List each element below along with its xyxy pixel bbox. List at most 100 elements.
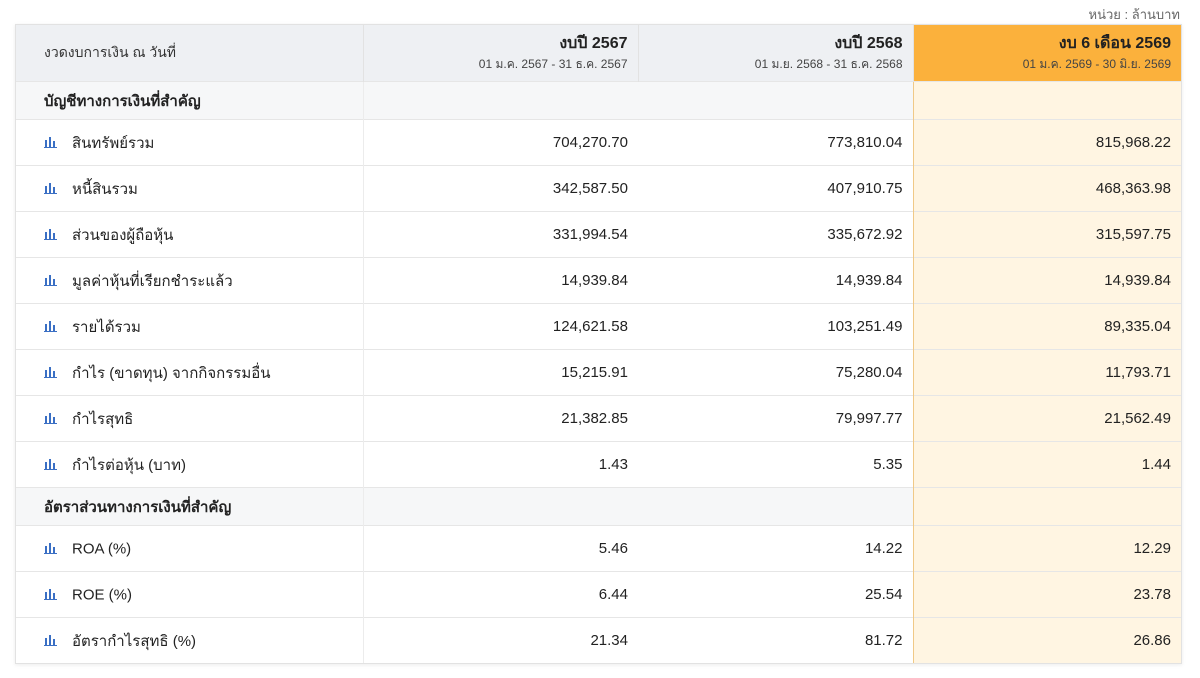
- bar-chart-icon[interactable]: [44, 457, 58, 470]
- row-label-cell: กำไรสุทธิ: [16, 395, 363, 442]
- value-cell: 21,562.49: [912, 395, 1181, 442]
- row-label-cell: อัตรากำไรสุทธิ (%): [16, 617, 363, 663]
- column-header-2567: งบปี 2567 01 ม.ค. 2567 - 31 ธ.ค. 2567: [362, 25, 638, 82]
- table-row: ROE (%) 6.44 25.54 23.78: [16, 571, 1181, 618]
- row-label[interactable]: กำไร (ขาดทุน) จากกิจกรรมอื่น: [72, 364, 271, 382]
- table-row: สินทรัพย์รวม 704,270.70 773,810.04 815,968.…: [16, 119, 1181, 166]
- value-cell: 75,280.04: [638, 349, 913, 396]
- column-header-2568: งบปี 2568 01 ม.ย. 2568 - 31 ธ.ค. 2568: [637, 25, 913, 82]
- row-label-cell: สินทรัพย์รวม: [16, 119, 363, 166]
- row-label[interactable]: ส่วนของผู้ถือหุ้น: [72, 226, 174, 244]
- section-empty-cell: [638, 487, 913, 526]
- row-label[interactable]: ROA (%): [72, 540, 132, 558]
- value-cell: 14,939.84: [638, 257, 913, 304]
- row-label[interactable]: หนี้สินรวม: [72, 180, 138, 198]
- section-empty-cell: [362, 81, 638, 120]
- financial-table-container: งวดงบการเงิน ณ วันที่ งบปี 2567 01 ม.ค. …: [15, 24, 1182, 664]
- column-range: 01 ม.ย. 2568 - 31 ธ.ค. 2568: [754, 57, 903, 71]
- row-label[interactable]: กำไรต่อหุ้น (บาท): [72, 456, 186, 474]
- table-row: ROA (%) 5.46 14.22 12.29: [16, 525, 1181, 572]
- value-cell: 342,587.50: [362, 165, 638, 212]
- value-cell: 5.46: [362, 525, 638, 572]
- value-cell: 1.44: [912, 441, 1181, 488]
- value-cell: 103,251.49: [638, 303, 913, 350]
- value-cell: 331,994.54: [362, 211, 638, 258]
- row-label-cell: มูลค่าหุ้นที่เรียกชำระแล้ว: [16, 257, 363, 304]
- bar-chart-icon[interactable]: [44, 181, 58, 194]
- value-cell: 14,939.84: [362, 257, 638, 304]
- row-label-cell: ส่วนของผู้ถือหุ้น: [16, 211, 363, 258]
- value-cell: 15,215.91: [362, 349, 638, 396]
- section-empty-cell: [638, 81, 913, 120]
- bar-chart-icon[interactable]: [44, 135, 58, 148]
- bar-chart-icon[interactable]: [44, 273, 58, 286]
- value-cell: 81.72: [638, 617, 913, 663]
- section-header-row: อัตราส่วนทางการเงินที่สำคัญ: [16, 487, 1181, 526]
- row-label[interactable]: ROE (%): [72, 586, 132, 604]
- value-cell: 124,621.58: [362, 303, 638, 350]
- table-row: หนี้สินรวม 342,587.50 407,910.75 468,363.98: [16, 165, 1181, 212]
- section-empty-cell: [912, 487, 1181, 526]
- table-row: กำไรสุทธิ 21,382.85 79,997.77 21,562.49: [16, 395, 1181, 442]
- value-cell: 21,382.85: [362, 395, 638, 442]
- column-range: 01 ม.ค. 2567 - 31 ธ.ค. 2567: [478, 57, 628, 71]
- row-label-cell: รายได้รวม: [16, 303, 363, 350]
- value-cell: 773,810.04: [638, 119, 913, 166]
- value-cell: 407,910.75: [638, 165, 913, 212]
- bar-chart-icon[interactable]: [44, 587, 58, 600]
- table-row: กำไร (ขาดทุน) จากกิจกรรมอื่น 15,215.91 75,…: [16, 349, 1181, 396]
- row-label-cell: หนี้สินรวม: [16, 165, 363, 212]
- value-cell: 14,939.84: [912, 257, 1181, 304]
- row-label-cell: กำไร (ขาดทุน) จากกิจกรรมอื่น: [16, 349, 363, 396]
- bar-chart-icon[interactable]: [44, 319, 58, 332]
- value-cell: 25.54: [638, 571, 913, 618]
- row-label[interactable]: สินทรัพย์รวม: [72, 134, 155, 152]
- row-label[interactable]: มูลค่าหุ้นที่เรียกชำระแล้ว: [72, 272, 233, 290]
- value-cell: 79,997.77: [638, 395, 913, 442]
- value-cell: 26.86: [912, 617, 1181, 663]
- value-cell: 335,672.92: [638, 211, 913, 258]
- table-row: อัตรากำไรสุทธิ (%) 21.34 81.72 26.86: [16, 617, 1181, 663]
- value-cell: 6.44: [362, 571, 638, 618]
- column-title: งบ 6 เดือน 2569: [1058, 35, 1171, 52]
- row-label[interactable]: รายได้รวม: [72, 318, 141, 336]
- value-cell: 5.35: [638, 441, 913, 488]
- value-cell: 12.29: [912, 525, 1181, 572]
- value-cell: 14.22: [638, 525, 913, 572]
- period-label-header: งวดงบการเงิน ณ วันที่: [16, 25, 363, 82]
- section-title: บัญชีทางการเงินที่สำคัญ: [16, 81, 363, 120]
- row-label-cell: ROA (%): [16, 525, 363, 572]
- column-range: 01 ม.ค. 2569 - 30 มิ.ย. 2569: [1022, 57, 1171, 71]
- bar-chart-icon[interactable]: [44, 411, 58, 424]
- unit-label: หน่วย : ล้านบาท: [1088, 7, 1180, 22]
- section-empty-cell: [362, 487, 638, 526]
- table-row: รายได้รวม 124,621.58 103,251.49 89,335.04: [16, 303, 1181, 350]
- value-cell: 21.34: [362, 617, 638, 663]
- bar-chart-icon[interactable]: [44, 365, 58, 378]
- row-label-cell: ROE (%): [16, 571, 363, 618]
- table-row: กำไรต่อหุ้น (บาท) 1.43 5.35 1.44: [16, 441, 1181, 488]
- bar-chart-icon[interactable]: [44, 633, 58, 646]
- row-label-cell: กำไรต่อหุ้น (บาท): [16, 441, 363, 488]
- column-title: งบปี 2568: [834, 35, 903, 52]
- bar-chart-icon[interactable]: [44, 227, 58, 240]
- section-header-row: บัญชีทางการเงินที่สำคัญ: [16, 81, 1181, 120]
- value-cell: 315,597.75: [912, 211, 1181, 258]
- section-title: อัตราส่วนทางการเงินที่สำคัญ: [16, 487, 363, 526]
- row-label[interactable]: กำไรสุทธิ: [72, 410, 134, 428]
- value-cell: 1.43: [362, 441, 638, 488]
- value-cell: 704,270.70: [362, 119, 638, 166]
- column-header-6m-2569: งบ 6 เดือน 2569 01 ม.ค. 2569 - 30 มิ.ย. …: [912, 25, 1181, 82]
- column-title: งบปี 2567: [559, 35, 628, 52]
- bar-chart-icon[interactable]: [44, 541, 58, 554]
- table-header-row: งวดงบการเงิน ณ วันที่ งบปี 2567 01 ม.ค. …: [16, 25, 1181, 82]
- table-row: ส่วนของผู้ถือหุ้น 331,994.54 335,672.92 315…: [16, 211, 1181, 258]
- value-cell: 89,335.04: [912, 303, 1181, 350]
- value-cell: 468,363.98: [912, 165, 1181, 212]
- financial-table: งวดงบการเงิน ณ วันที่ งบปี 2567 01 ม.ค. …: [16, 25, 1181, 663]
- value-cell: 23.78: [912, 571, 1181, 618]
- section-empty-cell: [912, 81, 1181, 120]
- value-cell: 815,968.22: [912, 119, 1181, 166]
- row-label[interactable]: อัตรากำไรสุทธิ (%): [72, 632, 197, 650]
- table-row: มูลค่าหุ้นที่เรียกชำระแล้ว 14,939.84 14,93…: [16, 257, 1181, 304]
